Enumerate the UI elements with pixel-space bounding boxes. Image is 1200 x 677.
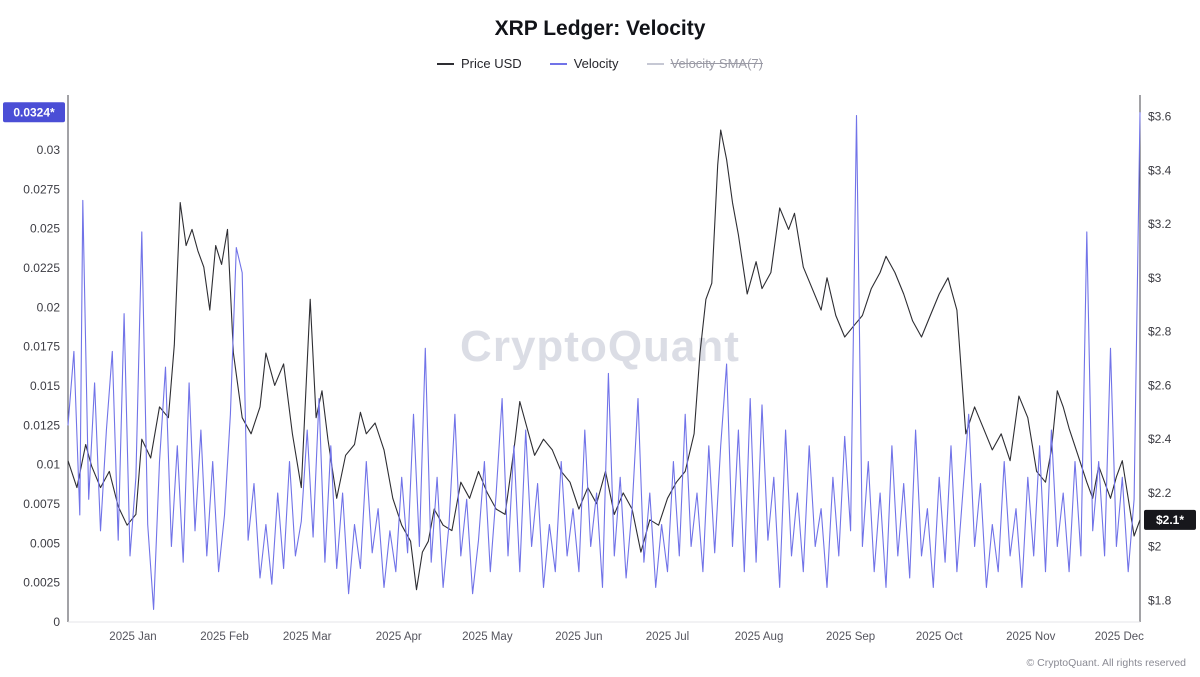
x-axis-month-label: 2025 Dec bbox=[1095, 631, 1144, 643]
right-axis-tick-label: $2.4 bbox=[1148, 432, 1172, 446]
legend-item-velocity[interactable]: Velocity bbox=[549, 56, 619, 71]
x-axis-month-label: 2025 Nov bbox=[1006, 631, 1055, 643]
legend-label-velocity: Velocity bbox=[573, 56, 619, 71]
left-axis-tick-label: 0.01 bbox=[37, 458, 61, 472]
x-axis-month-label: 2025 Jul bbox=[646, 631, 689, 643]
velocity-line bbox=[67, 112, 1141, 610]
velocity-current-value-badge bbox=[3, 102, 65, 123]
left-axis-tick-label: 0.0175 bbox=[23, 340, 60, 354]
x-axis-month-label: 2025 Aug bbox=[735, 631, 784, 643]
chart-legend: Price USD Velocity Velocity SMA(7) bbox=[0, 56, 1200, 71]
price-current-value-badge bbox=[1144, 509, 1196, 530]
x-axis-month-label: 2025 May bbox=[462, 631, 513, 643]
left-axis-tick-label: 0.02 bbox=[37, 300, 61, 314]
copyright-notice: © CryptoQuant. All rights reserved bbox=[1026, 657, 1186, 669]
right-axis-tick-label: $2.6 bbox=[1148, 378, 1172, 392]
x-axis-month-label: 2025 Apr bbox=[376, 631, 422, 643]
right-axis-tick-label: $2.2 bbox=[1148, 486, 1172, 500]
x-axis-month-label: 2025 Jun bbox=[555, 631, 602, 643]
price-current-value-badge-label: $2.1* bbox=[1156, 513, 1184, 527]
right-axis-tick-label: $3.2 bbox=[1148, 217, 1172, 231]
x-axis-month-label: 2025 Oct bbox=[916, 631, 963, 643]
legend-label-velocity-sma7: Velocity SMA(7) bbox=[670, 56, 763, 71]
left-axis-tick-label: 0.0125 bbox=[23, 418, 60, 432]
x-axis-month-label: 2025 Sep bbox=[826, 631, 875, 643]
left-axis-tick-label: 0.0275 bbox=[23, 182, 60, 196]
right-axis-tick-label: $3.6 bbox=[1148, 110, 1172, 124]
velocity-current-value-badge-label: 0.0324* bbox=[13, 105, 55, 119]
left-axis-tick-label: 0.0075 bbox=[23, 497, 60, 511]
x-axis-month-label: 2025 Mar bbox=[283, 631, 332, 643]
right-axis-tick-label: $3.4 bbox=[1148, 163, 1172, 177]
chart-title: XRP Ledger: Velocity bbox=[494, 17, 706, 40]
price-usd-line-swatch bbox=[437, 62, 454, 65]
left-axis-tick-label: 0.0025 bbox=[23, 576, 60, 590]
left-axis-tick-label: 0.005 bbox=[30, 536, 60, 550]
legend-item-velocity-sma7[interactable]: Velocity SMA(7) bbox=[646, 56, 763, 71]
left-axis-tick-label: 0 bbox=[53, 615, 60, 629]
right-axis-tick-label: $2 bbox=[1148, 540, 1162, 554]
right-axis-tick-label: $3 bbox=[1148, 271, 1162, 285]
right-axis-tick-label: $2.8 bbox=[1148, 325, 1172, 339]
x-axis-month-label: 2025 Feb bbox=[200, 631, 249, 643]
price-usd-line bbox=[67, 129, 1141, 591]
x-axis-month-label: 2025 Jan bbox=[109, 631, 156, 643]
left-axis-tick-label: 0.03 bbox=[37, 143, 61, 157]
right-axis-tick-label: $1.8 bbox=[1148, 593, 1172, 607]
left-axis-tick-label: 0.025 bbox=[30, 222, 60, 236]
legend-item-price-usd[interactable]: Price USD bbox=[437, 56, 522, 71]
left-axis-tick-label: 0.0225 bbox=[23, 261, 60, 275]
cryptoquant-watermark: CryptoQuant bbox=[460, 322, 740, 371]
legend-label-price-usd: Price USD bbox=[461, 56, 522, 71]
velocity-line-swatch bbox=[549, 62, 567, 65]
velocity-sma7-line-swatch bbox=[646, 62, 664, 65]
left-axis-tick-label: 0.015 bbox=[30, 379, 60, 393]
